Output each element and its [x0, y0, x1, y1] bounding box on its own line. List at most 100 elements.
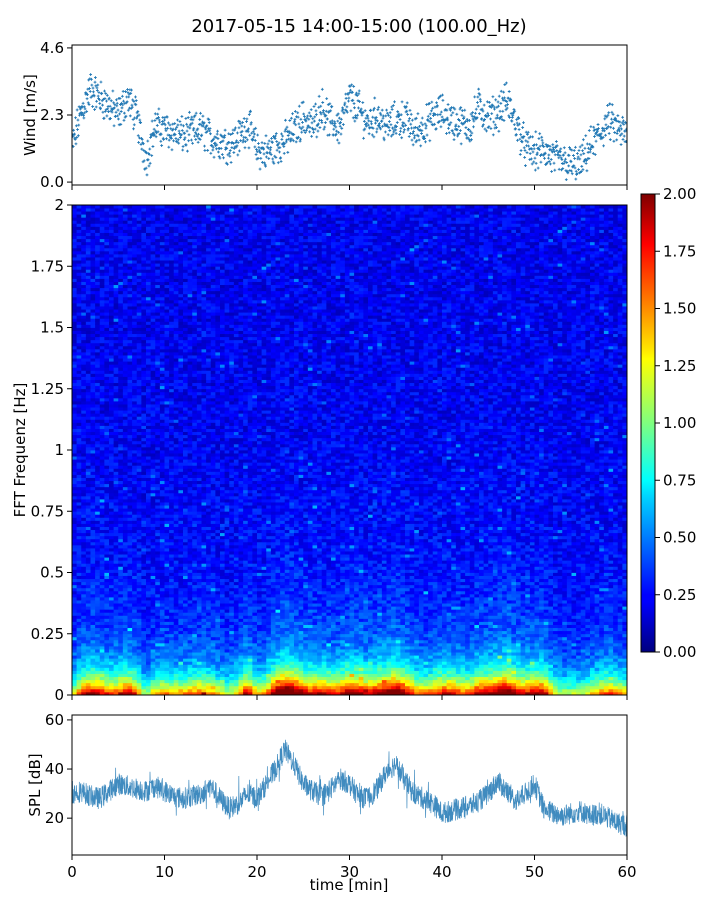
wind-point — [429, 120, 433, 124]
spectrogram-cell — [136, 373, 142, 377]
spectrogram-cell — [155, 520, 161, 524]
spectrogram-cell — [113, 214, 119, 218]
spectrogram-cell — [136, 450, 142, 454]
wind-point — [131, 118, 135, 121]
spectrogram-cell — [118, 247, 124, 252]
spectrogram-cell — [109, 575, 115, 580]
spectrogram-cell — [99, 318, 105, 322]
wind-point — [616, 114, 620, 118]
spectrogram-cell — [85, 557, 91, 561]
wind-point — [512, 108, 516, 111]
spectrogram-cell — [95, 214, 101, 218]
spectrogram-cell — [155, 664, 161, 668]
wind-point — [547, 160, 551, 163]
spectrogram-cell — [141, 649, 147, 653]
spectrogram-cell — [81, 345, 87, 350]
wind-point — [526, 130, 530, 134]
spectrogram-cell — [118, 505, 124, 509]
spectrogram-cell — [146, 312, 152, 316]
spectrogram-cell — [150, 220, 156, 224]
spectrogram-cell — [136, 548, 142, 552]
wind-point — [284, 127, 288, 131]
spectrogram-cell — [155, 633, 161, 638]
spectrogram-cell — [127, 456, 133, 460]
spectrogram-cell — [127, 529, 133, 534]
spectrogram-cell — [146, 355, 152, 359]
wind-point — [469, 134, 473, 137]
spectrogram-cell — [146, 505, 152, 509]
spectrogram-cell — [141, 468, 147, 472]
spectrogram-cell — [141, 293, 147, 298]
spectrogram-cell — [72, 373, 78, 377]
spectrogram-cell — [122, 646, 128, 650]
spectrogram-cell — [169, 303, 175, 307]
spectrogram-cell — [155, 299, 161, 304]
spectrogram-cell — [72, 456, 78, 460]
spectrogram-cell — [90, 664, 96, 668]
spectrogram-cell — [141, 474, 147, 478]
wind-point — [618, 133, 622, 137]
spectrogram-cell — [118, 581, 124, 586]
wind-point — [139, 142, 143, 146]
spectrogram-cell — [146, 575, 152, 580]
spectrogram-cell — [169, 410, 175, 414]
spectrogram-cell — [99, 312, 105, 316]
spectrogram-cell — [164, 480, 170, 485]
spectrogram-cell — [95, 639, 101, 644]
spectrogram-cell — [72, 394, 78, 399]
spectrogram-cell — [146, 394, 152, 399]
spectrogram-cell — [122, 361, 128, 365]
spectrogram-cell — [127, 584, 133, 589]
spectrogram-cell — [169, 309, 175, 313]
spectrogram-cell — [95, 508, 101, 512]
spectrogram-cell — [72, 474, 78, 478]
spectrogram-cell — [122, 639, 128, 644]
wind-point — [434, 127, 438, 131]
spectrogram-cell — [99, 342, 105, 347]
spectrogram-cell — [85, 682, 91, 687]
wind-point — [186, 149, 189, 153]
wind-point — [464, 120, 467, 123]
spectrogram-cell — [136, 394, 142, 399]
spectrogram-cell — [72, 679, 78, 684]
wind-point — [353, 119, 357, 123]
spectrogram-cell — [146, 330, 152, 335]
spectrogram-cell — [164, 284, 170, 289]
wind-point — [458, 107, 462, 111]
spectrogram-cell — [85, 437, 91, 442]
spectrogram-cell — [159, 618, 165, 622]
spectrogram-cell — [76, 676, 82, 681]
spectrogram-cell — [150, 208, 156, 212]
wind-point — [280, 138, 284, 141]
spectrogram-cell — [122, 284, 128, 289]
wind-point — [182, 138, 186, 141]
spectrogram-cell — [127, 443, 133, 448]
spectrogram-cell — [155, 428, 161, 433]
spectrogram-cell — [99, 633, 105, 638]
spectrogram-cell — [122, 306, 128, 310]
spectrogram-cell — [76, 287, 82, 292]
spectrogram-cell — [159, 208, 165, 212]
spectrogram-cell — [104, 434, 110, 439]
spectrogram-cell — [104, 489, 110, 494]
spectrogram-cell — [136, 590, 142, 595]
spectrogram-cell — [146, 250, 152, 255]
spectrogram-cell — [81, 241, 87, 246]
spectrogram-cell — [109, 450, 115, 454]
wind-point — [271, 160, 275, 164]
wind-point — [312, 130, 315, 134]
wind-point — [276, 161, 280, 165]
wind-point — [495, 105, 499, 109]
spectrogram-cell — [132, 241, 138, 246]
spectrogram-cell — [136, 278, 142, 282]
spectrogram-cell — [90, 345, 96, 350]
spectrogram-cell — [72, 309, 78, 313]
spectrogram-cell — [164, 272, 170, 276]
spectrogram-cell — [76, 425, 82, 429]
spectrogram-cell — [85, 483, 91, 488]
wind-point — [179, 123, 183, 127]
wind-point — [190, 138, 193, 142]
spectrogram-cell — [173, 566, 179, 570]
spectrogram-cell — [141, 211, 147, 215]
spectrogram-cell — [169, 661, 175, 665]
